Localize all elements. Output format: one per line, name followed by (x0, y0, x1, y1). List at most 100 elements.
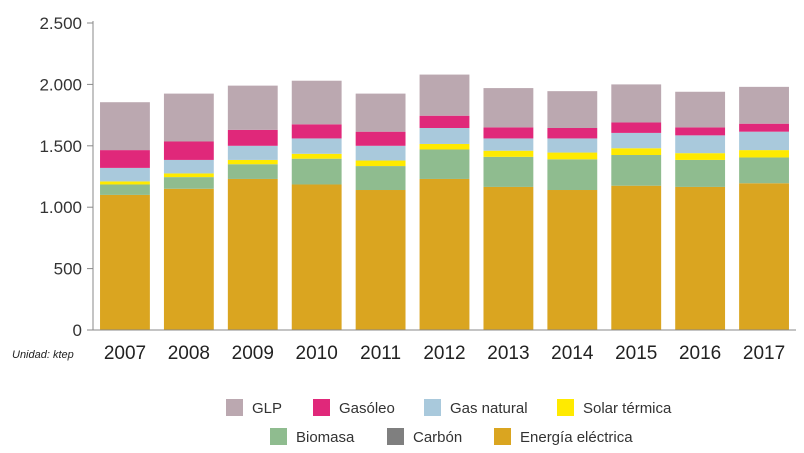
bar-segment (675, 127, 726, 136)
bar-segment (355, 93, 406, 132)
bar-stack-2010 (291, 80, 342, 330)
bar-segment (355, 131, 406, 146)
bar-segment (100, 181, 150, 185)
bar-segment (483, 186, 534, 330)
bar-stack-2014 (547, 91, 598, 330)
bar-segment (547, 138, 598, 153)
bar-segment (291, 184, 342, 330)
bar-segment (739, 123, 789, 132)
bar-segment (611, 84, 662, 123)
x-tick-label: 2011 (360, 343, 401, 364)
x-tick-label: 2013 (487, 343, 529, 364)
bar-stack-2008 (163, 93, 214, 330)
bar-segment (227, 159, 278, 165)
bar-stack-2007 (100, 102, 150, 330)
legend-label: Gas natural (450, 400, 528, 417)
bar-segment (163, 159, 214, 174)
legend-item: Solar térmica (557, 399, 672, 417)
bar-segment (739, 157, 789, 184)
bar-stack-2015 (611, 84, 662, 330)
bar-segment (227, 145, 278, 160)
y-tick-label: 2.500 (39, 14, 82, 33)
bar-segment (100, 194, 150, 330)
legend-item: Biomasa (270, 428, 355, 446)
bar-segment (547, 91, 598, 128)
bar-segment (675, 186, 726, 330)
bar-segment (419, 149, 470, 179)
legend-label: Biomasa (296, 429, 355, 446)
bar-segment (227, 178, 278, 330)
legend-swatch (494, 428, 511, 445)
bar-segment (227, 85, 278, 130)
bar-segment (100, 184, 150, 195)
x-tick-label: 2007 (104, 343, 146, 364)
x-tick-label: 2010 (296, 343, 338, 364)
legend: GLP Gasóleo Gas natural Solar térmica Biomas… (226, 399, 672, 446)
legend-label: GLP (252, 400, 282, 417)
bar-segment (419, 143, 470, 150)
y-tick-label: 0 (73, 321, 82, 340)
bar-segment (739, 131, 789, 151)
x-tick-label: 2017 (743, 343, 785, 364)
bar-segment (611, 148, 662, 156)
y-tick-label: 2.000 (39, 75, 82, 94)
legend-swatch (270, 428, 287, 445)
x-tick-labels: 2007 2008 2009 2010 2011 2012 2013 2014 2015 2016… (104, 343, 785, 364)
bar-segment (483, 127, 534, 139)
bar-segment (419, 178, 470, 330)
bar-segment (547, 159, 598, 191)
bar-segment (419, 74, 470, 116)
bar-segment (355, 166, 406, 191)
bar-stack-2016 (675, 91, 726, 330)
bar-segment (611, 155, 662, 186)
legend-label: Carbón (413, 429, 462, 446)
bar-segment (611, 132, 662, 149)
bar-segment (547, 190, 598, 330)
bar-segment (163, 173, 214, 178)
bar-stacks (100, 74, 789, 330)
bar-segment (675, 159, 726, 187)
legend-swatch (226, 399, 243, 416)
bar-segment (611, 185, 662, 330)
x-tick-label: 2014 (551, 343, 594, 364)
y-tick-label: 500 (54, 260, 82, 279)
bar-segment (675, 91, 726, 128)
legend-item: Carbón (387, 428, 462, 446)
legend-item: Energía eléctrica (494, 428, 633, 446)
bar-segment (291, 158, 342, 185)
bar-segment (227, 164, 278, 179)
legend-item: GLP (226, 399, 282, 417)
bar-segment (547, 152, 598, 160)
bar-stack-2012 (419, 74, 470, 330)
legend-label: Solar térmica (583, 400, 672, 417)
bar-segment (739, 86, 789, 124)
legend-item: Gas natural (424, 399, 528, 417)
bar-stack-2017 (739, 86, 789, 330)
bar-segment (355, 190, 406, 330)
bar-segment (547, 127, 598, 139)
bar-segment (163, 177, 214, 189)
bar-segment (355, 160, 406, 167)
x-tick-label: 2008 (168, 343, 210, 364)
bar-segment (419, 115, 470, 128)
y-tick-label: 1.000 (39, 198, 82, 217)
bar-segment (227, 129, 278, 146)
bar-segment (355, 145, 406, 161)
bar-segment (483, 156, 534, 187)
x-tick-label: 2016 (679, 343, 721, 364)
x-tick-label: 2015 (615, 343, 657, 364)
y-axis-ticks: 0 500 1.000 1.500 2.000 2.500 (39, 14, 93, 340)
legend-swatch (313, 399, 330, 416)
x-tick-label: 2012 (423, 343, 465, 364)
bar-segment (739, 183, 789, 330)
bar-segment (419, 127, 470, 144)
x-tick-label: 2009 (232, 343, 274, 364)
y-tick-label: 1.500 (39, 137, 82, 156)
bar-segment (483, 88, 534, 128)
legend-label: Energía eléctrica (520, 429, 633, 446)
bar-segment (163, 141, 214, 160)
legend-item: Gasóleo (313, 399, 395, 417)
bar-segment (163, 188, 214, 330)
bar-stack-2011 (355, 93, 406, 330)
